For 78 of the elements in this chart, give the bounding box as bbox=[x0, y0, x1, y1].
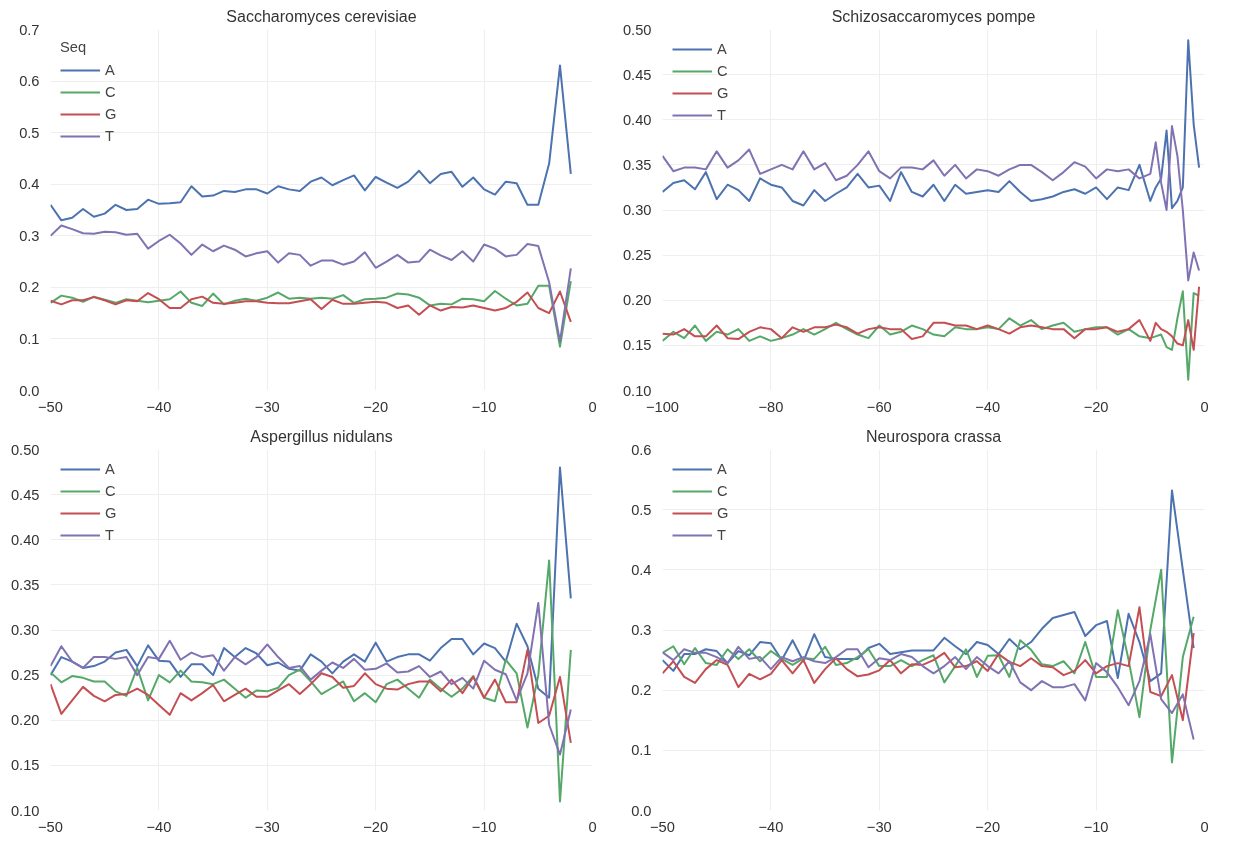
x-tick-label: −10 bbox=[1083, 818, 1109, 835]
y-tick-label: 0.50 bbox=[10, 441, 40, 458]
legend-title: Seq bbox=[60, 39, 88, 55]
y-tick-label: 0.10 bbox=[622, 382, 652, 399]
x-tick-label: −100 bbox=[645, 398, 680, 415]
x-tick-label: −20 bbox=[975, 818, 1001, 835]
y-tick-label: 0.6 bbox=[631, 441, 652, 458]
x-tick-label: 0 bbox=[1200, 398, 1209, 415]
y-tick-label: 0.45 bbox=[622, 66, 652, 83]
y-tick-label: 0.25 bbox=[10, 667, 40, 684]
legend-label: A bbox=[105, 62, 116, 78]
y-tick-label: 0.45 bbox=[10, 486, 40, 503]
y-tick-label: 0.5 bbox=[19, 124, 40, 141]
y-tick-label: 0.3 bbox=[19, 227, 40, 244]
y-tick-label: 0.30 bbox=[10, 622, 40, 638]
y-tick-label: 0.40 bbox=[10, 531, 40, 548]
y-tick-label: 0.15 bbox=[622, 337, 652, 354]
y-tick-label: 0.50 bbox=[622, 21, 652, 38]
y-tick-label: 0.4 bbox=[631, 561, 652, 578]
x-tick-label: −80 bbox=[758, 398, 784, 415]
y-tick-label: 0.20 bbox=[622, 292, 652, 309]
legend-label: C bbox=[717, 483, 729, 499]
x-tick-label: −20 bbox=[363, 398, 389, 415]
legend-label: A bbox=[105, 461, 116, 477]
x-tick-label: −40 bbox=[975, 398, 1001, 415]
y-tick-label: 0.40 bbox=[622, 111, 652, 128]
y-tick-label: 0.2 bbox=[631, 682, 652, 699]
y-tick-label: 0.35 bbox=[10, 576, 40, 593]
x-tick-label: −50 bbox=[38, 818, 63, 835]
legend-label: G bbox=[717, 85, 730, 101]
chart-title: Neurospora crassa bbox=[865, 427, 1002, 445]
x-tick-label: −30 bbox=[254, 398, 280, 415]
y-tick-label: 0.10 bbox=[10, 802, 40, 819]
y-tick-label: 0.6 bbox=[19, 73, 40, 90]
x-tick-label: −10 bbox=[471, 398, 497, 415]
y-tick-label: 0.5 bbox=[631, 501, 652, 518]
legend-label: A bbox=[717, 461, 728, 477]
y-tick-label: 0.3 bbox=[631, 622, 652, 638]
x-tick-label: 0 bbox=[1200, 818, 1209, 835]
x-tick-label: 0 bbox=[588, 398, 597, 415]
y-tick-label: 0.30 bbox=[622, 202, 652, 218]
y-tick-label: 0.0 bbox=[631, 802, 652, 819]
y-tick-label: 0.1 bbox=[631, 742, 652, 759]
legend-label: A bbox=[717, 41, 728, 57]
chart-title: Schizosaccaromyces pompe bbox=[831, 7, 1036, 25]
legend-label: C bbox=[105, 483, 117, 499]
legend-label: G bbox=[105, 505, 118, 521]
legend-label: G bbox=[717, 505, 730, 521]
chart-title: Aspergillus nidulans bbox=[250, 427, 393, 445]
x-tick-label: −40 bbox=[758, 818, 784, 835]
legend-label: T bbox=[717, 107, 727, 123]
legend-label: T bbox=[105, 128, 115, 144]
legend-label: T bbox=[105, 527, 115, 543]
y-tick-label: 0.15 bbox=[10, 757, 40, 774]
x-tick-label: 0 bbox=[588, 818, 597, 835]
x-tick-label: −20 bbox=[1083, 398, 1109, 415]
legend-label: T bbox=[717, 527, 727, 543]
legend-label: C bbox=[717, 63, 729, 79]
y-tick-label: 0.25 bbox=[622, 247, 652, 264]
chart-title: Saccharomyces cerevisiae bbox=[226, 7, 417, 25]
x-tick-label: −20 bbox=[363, 818, 389, 835]
x-tick-label: −30 bbox=[866, 818, 892, 835]
x-tick-label: −50 bbox=[650, 818, 675, 835]
y-tick-label: 0.7 bbox=[19, 21, 40, 38]
y-tick-label: 0.20 bbox=[10, 712, 40, 729]
x-tick-label: −60 bbox=[866, 398, 892, 415]
legend-label: G bbox=[105, 106, 118, 122]
x-tick-label: −50 bbox=[38, 398, 63, 415]
x-tick-label: −40 bbox=[146, 398, 172, 415]
y-tick-label: 0.2 bbox=[19, 279, 40, 296]
y-tick-label: 0.1 bbox=[19, 330, 40, 347]
y-tick-label: 0.4 bbox=[19, 176, 40, 193]
legend-label: C bbox=[105, 84, 117, 100]
y-tick-label: 0.35 bbox=[622, 156, 652, 173]
y-tick-label: 0.0 bbox=[19, 382, 40, 399]
x-tick-label: −30 bbox=[254, 818, 280, 835]
x-tick-label: −40 bbox=[146, 818, 172, 835]
x-tick-label: −10 bbox=[471, 818, 497, 835]
